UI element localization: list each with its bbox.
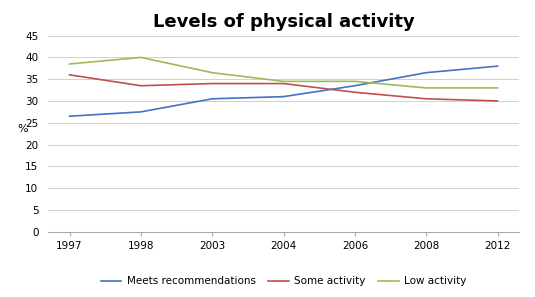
- Meets recommendations: [351, 84, 358, 88]
- Some activity: [351, 91, 358, 94]
- Some activity: [494, 99, 501, 103]
- Meets recommendations: [494, 64, 501, 68]
- Low activity: [423, 86, 430, 90]
- Some activity: [209, 82, 216, 85]
- Some activity: [137, 84, 144, 88]
- Meets recommendations: [209, 97, 216, 101]
- Low activity: [280, 80, 287, 83]
- Legend: Meets recommendations, Some activity, Low activity: Meets recommendations, Some activity, Lo…: [96, 272, 471, 290]
- Meets recommendations: [423, 71, 430, 75]
- Y-axis label: %: %: [17, 124, 28, 134]
- Meets recommendations: [280, 95, 287, 98]
- Title: Levels of physical activity: Levels of physical activity: [152, 13, 415, 31]
- Meets recommendations: [137, 110, 144, 114]
- Low activity: [137, 56, 144, 59]
- Meets recommendations: [66, 114, 73, 118]
- Line: Meets recommendations: Meets recommendations: [70, 66, 498, 116]
- Some activity: [280, 82, 287, 85]
- Line: Some activity: Some activity: [70, 75, 498, 101]
- Some activity: [66, 73, 73, 77]
- Some activity: [423, 97, 430, 101]
- Line: Low activity: Low activity: [70, 57, 498, 88]
- Low activity: [209, 71, 216, 75]
- Low activity: [351, 80, 358, 83]
- Low activity: [494, 86, 501, 90]
- Low activity: [66, 62, 73, 66]
